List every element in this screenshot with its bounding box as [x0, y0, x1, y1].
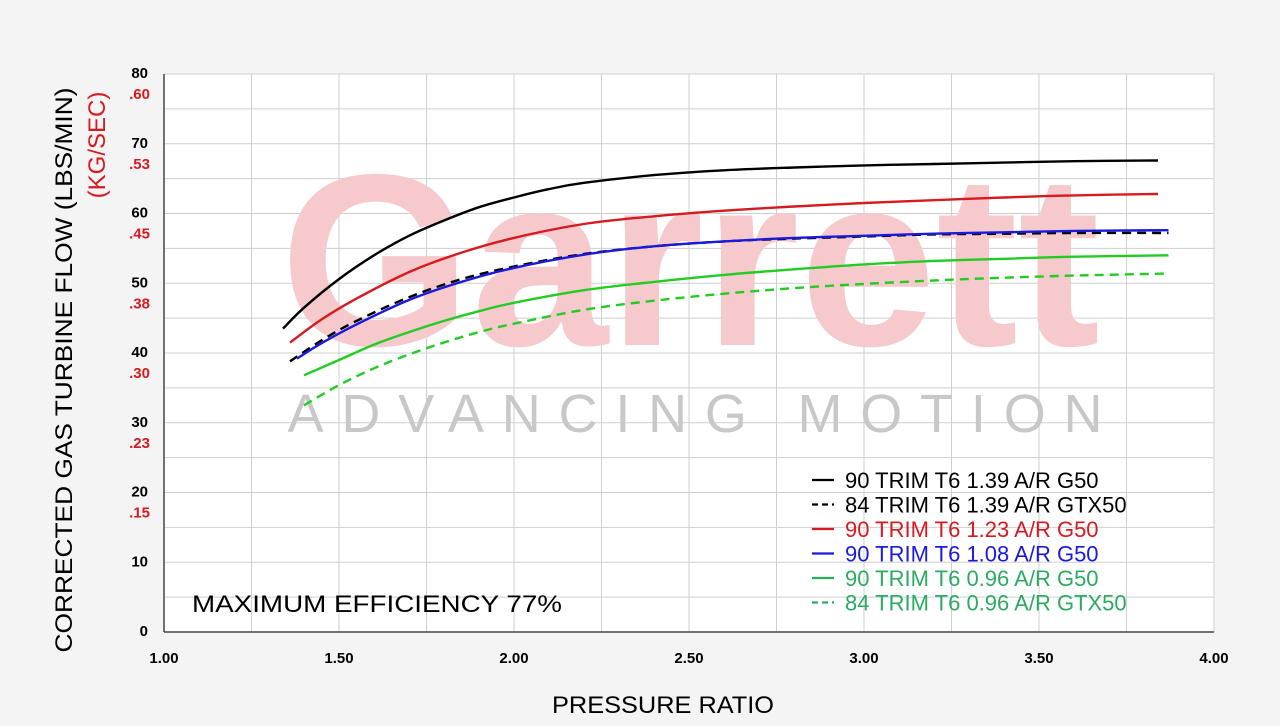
series-line-3: [289, 192, 1159, 344]
series-line-1: [282, 159, 1159, 330]
legend-label: 90 TRIM T6 1.08 A/R G50: [845, 542, 1099, 567]
y-axis-secondary-title: (KG/SEC): [84, 92, 111, 199]
x-tick-label: 1.50: [324, 650, 353, 667]
legend-label: 90 TRIM T6 1.23 A/R G50: [845, 517, 1099, 542]
legend-label: 84 TRIM T6 1.39 A/R GTX50: [845, 493, 1127, 518]
series-line-2: [289, 231, 1169, 363]
legend-label: 84 TRIM T6 0.96 A/R GTX50: [845, 591, 1127, 616]
legend-label: 90 TRIM T6 1.39 A/R G50: [845, 468, 1099, 493]
y-tick-label-secondary: .53: [129, 156, 150, 173]
y-tick-label: 40: [131, 344, 148, 361]
x-tick-label: 3.50: [1024, 650, 1053, 667]
y-tick-label: 20: [131, 484, 148, 501]
max-efficiency-annotation: MAXIMUM EFFICIENCY 77%: [192, 591, 562, 618]
y-tick-label-secondary: .60: [129, 86, 150, 103]
y-tick-label: 0: [140, 623, 148, 640]
x-axis-title: PRESSURE RATIO: [552, 692, 774, 719]
y-tick-label: 10: [131, 553, 148, 570]
y-tick-label: 60: [131, 205, 148, 222]
x-tick-label: 4.00: [1199, 650, 1228, 667]
y-tick-label-secondary: .45: [129, 226, 150, 243]
y-tick-label: 50: [131, 274, 148, 291]
x-tick-label: 2.00: [499, 650, 528, 667]
series-line-5: [303, 254, 1169, 377]
x-tick-label: 2.50: [674, 650, 703, 667]
series-line-6: [303, 272, 1169, 407]
y-axis-title: CORRECTED GAS TURBINE FLOW (LBS/MIN): [51, 88, 78, 653]
series-lines: [282, 159, 1169, 407]
series-line-4: [296, 229, 1169, 360]
y-tick-label: 30: [131, 414, 148, 431]
y-tick-label-secondary: .15: [129, 505, 150, 522]
grid-lines: [163, 73, 1215, 633]
y-tick-label-secondary: .38: [129, 295, 150, 312]
legend-label: 90 TRIM T6 0.96 A/R G50: [845, 566, 1099, 591]
x-tick-labels: 1.00 1.50 2.00 2.50 3.00 3.50 4.00: [149, 650, 1228, 667]
y-tick-labels: 0 10 20 .15 30 .23 40 .30 50 .38 60 .45 70 .53 80 .60: [129, 65, 150, 640]
x-tick-label: 3.00: [849, 650, 878, 667]
y-tick-label-secondary: .23: [129, 435, 150, 452]
y-tick-label: 80: [131, 65, 148, 82]
y-tick-label-secondary: .30: [129, 365, 150, 382]
y-tick-label: 70: [131, 135, 148, 152]
x-tick-label: 1.00: [149, 650, 178, 667]
